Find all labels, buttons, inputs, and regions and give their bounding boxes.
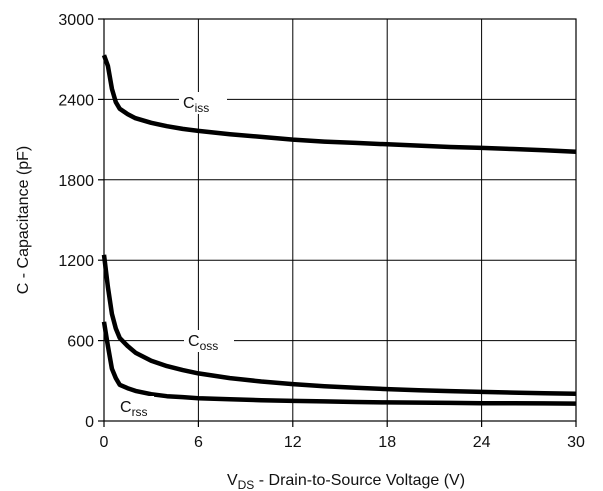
grid-lines bbox=[104, 19, 576, 421]
curve-label-main: C bbox=[183, 95, 195, 112]
curve-label-subscript: iss bbox=[195, 101, 210, 115]
x-tick-label: 30 bbox=[567, 434, 585, 451]
x-axis-title-sub: DS bbox=[238, 478, 255, 491]
curve-label-coss: Coss bbox=[188, 333, 218, 353]
x-tick-label: 18 bbox=[378, 434, 396, 451]
curve-label-ciss: Ciss bbox=[183, 95, 209, 115]
x-tick-label: 0 bbox=[100, 434, 109, 451]
y-axis-title: C - Capacitance (pF) bbox=[15, 146, 32, 295]
y-tick-label: 2400 bbox=[58, 92, 94, 109]
series-line-coss bbox=[101, 254, 577, 397]
y-tick-label: 3000 bbox=[58, 12, 94, 29]
x-axis-title-rest: - Drain-to-Source Voltage (V) bbox=[254, 472, 465, 489]
plot-frame bbox=[103, 18, 577, 422]
y-tick-label: 0 bbox=[85, 414, 94, 431]
series-lines bbox=[101, 54, 577, 406]
y-tick-label: 600 bbox=[67, 334, 94, 351]
curve-label-background bbox=[184, 330, 234, 352]
axis-ticks: 0 6 12 18 24 30 0 600 1200 1800 2400 3000 bbox=[58, 12, 585, 451]
curve-label-main: C bbox=[188, 333, 200, 350]
x-tick-label: 12 bbox=[284, 434, 302, 451]
curve-label-background bbox=[179, 92, 227, 114]
curve-label-background bbox=[116, 396, 154, 418]
y-tick-label: 1800 bbox=[58, 173, 94, 190]
x-axis-title-main: V bbox=[227, 472, 238, 489]
y-tick-label: 1200 bbox=[58, 253, 94, 270]
series-line-ciss bbox=[101, 54, 577, 154]
curve-label-crss: Crss bbox=[120, 399, 148, 419]
curve-label-subscript: oss bbox=[200, 339, 219, 353]
x-tick-label: 24 bbox=[473, 434, 491, 451]
x-tick-label: 6 bbox=[194, 434, 203, 451]
curve-label-main: C bbox=[120, 399, 132, 416]
x-axis-title: VDS - Drain-to-Source Voltage (V) bbox=[227, 472, 465, 491]
series-line-crss bbox=[101, 321, 577, 406]
curve-label-subscript: rss bbox=[132, 405, 148, 419]
